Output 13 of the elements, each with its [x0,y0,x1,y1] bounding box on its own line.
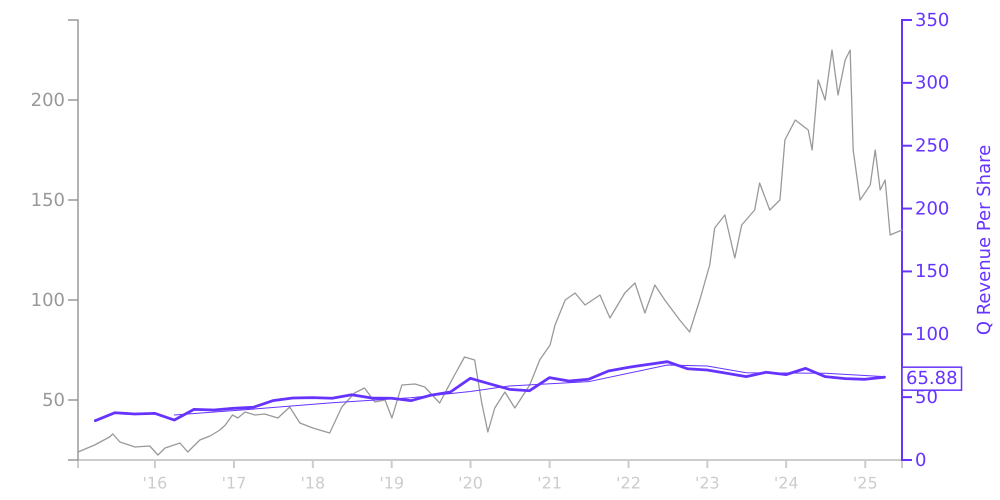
y2-tick-label: 300 [915,72,950,94]
y2-tick-label: 150 [915,261,950,282]
y-tick-label: 50 [42,390,65,411]
y-tick-label: 200 [30,90,65,111]
y-tick-label: 150 [30,190,65,211]
y2-tick-label: 250 [915,135,950,156]
text: 65.88 [906,368,958,390]
y2-tick-label: 200 [915,198,950,220]
y2-axis-title: Q Revenue Per Share [974,144,995,336]
y-tick-label: 100 [30,290,65,311]
y2-tick-label: 0 [915,450,926,471]
y2-tick-label: 350 [915,10,950,31]
y2-tick-label: 100 [915,324,950,346]
